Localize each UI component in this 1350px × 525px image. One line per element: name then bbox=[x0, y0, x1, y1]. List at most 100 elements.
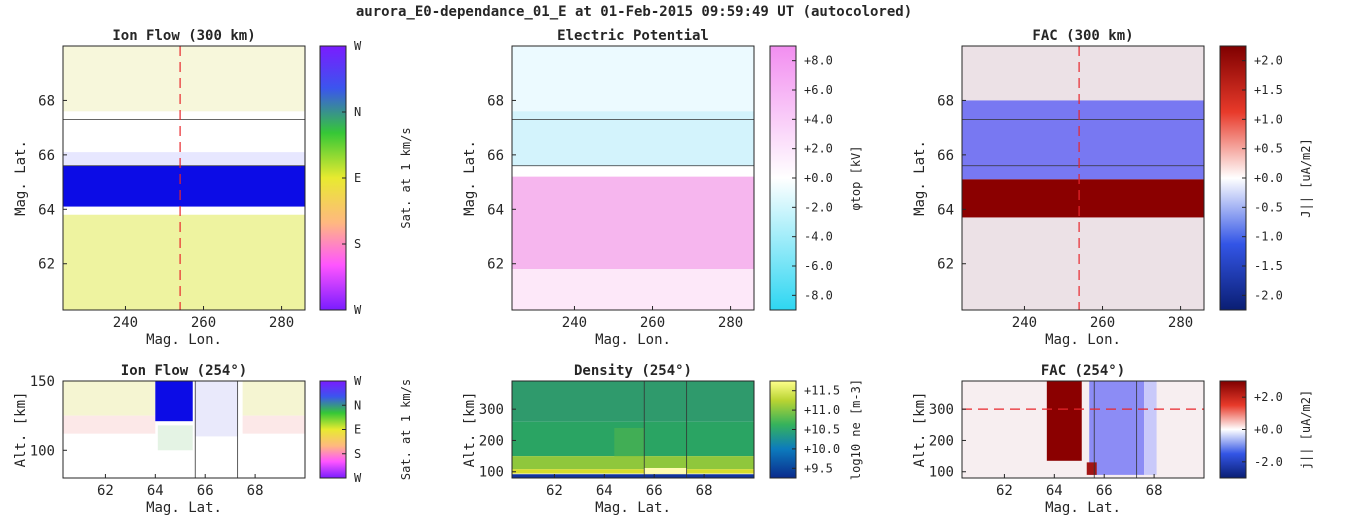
ion_flow_alt-xlabel: Mag. Lat. bbox=[146, 500, 222, 516]
fac_alt-ytick-label: 100 bbox=[929, 465, 954, 481]
ion_flow_alt-colorbar-tick-label: E bbox=[354, 423, 361, 437]
density_alt-region-0 bbox=[512, 381, 754, 422]
density_alt-region-3 bbox=[512, 456, 754, 470]
density_alt-region-5 bbox=[644, 467, 687, 475]
potential_map-band-3 bbox=[512, 176, 754, 270]
ion_flow_alt-colorbar-tick-label: W bbox=[354, 471, 362, 485]
fac_map-xtick-label: 260 bbox=[1090, 315, 1115, 331]
potential_map-ytick-label: 64 bbox=[487, 202, 504, 218]
ion_flow_alt-region-3 bbox=[242, 415, 305, 434]
ion_flow_alt-xtick-label: 64 bbox=[147, 483, 164, 499]
potential_map-xtick-label: 280 bbox=[718, 315, 743, 331]
fac_alt-colorbar-tick-label: +0.0 bbox=[1254, 423, 1283, 437]
fac_map-colorbar-tick-label: -2.0 bbox=[1254, 288, 1283, 302]
ion_flow_map-ytick-label: 68 bbox=[38, 93, 55, 109]
ion_flow_map-band-3 bbox=[63, 165, 305, 210]
fac_alt-xlabel: Mag. Lat. bbox=[1045, 500, 1121, 516]
fac_map-band-2 bbox=[962, 179, 1204, 218]
ion_flow_alt-xtick-label: 66 bbox=[197, 483, 214, 499]
potential_map-ytick-label: 68 bbox=[487, 93, 504, 109]
fac_map-colorbar-tick-label: +2.0 bbox=[1254, 54, 1283, 68]
fac_alt-colorbar-label: j|| [uA/m2] bbox=[1299, 390, 1313, 469]
ion_flow_alt-xtick-label: 68 bbox=[247, 483, 264, 499]
ion_flow_alt-xtick-label: 62 bbox=[97, 483, 114, 499]
ion_flow_map-ytick-label: 62 bbox=[38, 257, 55, 273]
fac_alt-xtick-label: 64 bbox=[1046, 483, 1063, 499]
ion-flow-altitude-panel: 62 64 66 68 100 150 Ion Flow (254°) Mag. Lat. Al… bbox=[13, 363, 413, 516]
ion_flow_alt-colorbar-tick-label: S bbox=[354, 447, 361, 461]
potential_map-xtick-label: 260 bbox=[640, 315, 665, 331]
density_alt-region-6 bbox=[512, 474, 754, 478]
fac_alt-frame bbox=[961, 380, 1205, 479]
potential_map-colorbar-tick-label: -8.0 bbox=[804, 288, 833, 302]
fac_map-colorbar-label: J|| [uA/m2] bbox=[1299, 138, 1313, 217]
potential_map-band-4 bbox=[512, 269, 754, 310]
fac_map-colorbar-tick-label: +1.5 bbox=[1254, 83, 1283, 97]
potential_map-xlabel: Mag. Lon. bbox=[595, 332, 671, 348]
fac_map-ytick-label: 66 bbox=[937, 148, 954, 164]
ion_flow_alt-region-4 bbox=[195, 381, 238, 437]
ion_flow_alt-colorbar bbox=[320, 381, 346, 478]
potential_map-colorbar-tick-label: -6.0 bbox=[804, 259, 833, 273]
ion_flow_map-band-1 bbox=[63, 111, 305, 155]
density_alt-ylabel: Alt. [km] bbox=[462, 392, 478, 468]
fac-altitude-panel: 62 64 66 68 100 200 300 FAC (254°) Mag. Lat. Alt.… bbox=[912, 363, 1313, 516]
ion_flow_map-colorbar-label: Sat. at 1 km/s bbox=[399, 127, 413, 228]
fac_alt-region-1 bbox=[1089, 381, 1145, 475]
fac_map-colorbar-tick-label: -1.0 bbox=[1254, 230, 1283, 244]
fac_map-xtick-label: 280 bbox=[1168, 315, 1193, 331]
ion_flow_map-colorbar-tick-label: N bbox=[354, 105, 361, 119]
ion_flow_alt-region-5 bbox=[157, 425, 193, 451]
fac_alt-region-2 bbox=[1144, 381, 1157, 475]
density_alt-ytick-label: 200 bbox=[479, 433, 504, 449]
fac_alt-xtick-label: 62 bbox=[996, 483, 1013, 499]
fac_map-colorbar-tick-label: +0.0 bbox=[1254, 171, 1283, 185]
potential_map-band-1 bbox=[512, 111, 754, 166]
fac_map-colorbar-tick-label: +1.0 bbox=[1254, 112, 1283, 126]
ion_flow_alt-ytick-label: 150 bbox=[30, 374, 55, 390]
fac_map-ytick-label: 68 bbox=[937, 93, 954, 109]
ion_flow_map-band-2 bbox=[63, 152, 305, 169]
potential_map-ytick-label: 66 bbox=[487, 148, 504, 164]
ion_flow_alt-ytick-label: 100 bbox=[30, 443, 55, 459]
fac_map-title: FAC (300 km) bbox=[1032, 28, 1133, 44]
ion_flow_alt-ylabel: Alt. [km] bbox=[13, 392, 29, 468]
fac_map-xtick-label: 240 bbox=[1012, 315, 1037, 331]
ion_flow_map-colorbar-tick-label: W bbox=[354, 303, 362, 317]
ion_flow_map-title: Ion Flow (300 km) bbox=[112, 28, 255, 44]
ion_flow_map-xtick-label: 240 bbox=[113, 315, 138, 331]
fac_map-ytick-label: 62 bbox=[937, 257, 954, 273]
potential_map-frame bbox=[511, 45, 755, 311]
ion_flow_map-colorbar bbox=[320, 46, 346, 310]
density_alt-ytick-label: 100 bbox=[479, 465, 504, 481]
ion_flow_map-band-4 bbox=[63, 206, 305, 218]
fac-map-panel: 240 260 280 62 64 66 68 FAC (300 km) Mag. Lon. Ma… bbox=[912, 28, 1313, 348]
fac_alt-ytick-label: 200 bbox=[929, 433, 954, 449]
density_alt-colorbar-tick-label: +10.0 bbox=[804, 442, 840, 456]
ion_flow_map-ylabel: Mag. Lat. bbox=[13, 140, 29, 216]
ion_flow_alt-region-0 bbox=[63, 381, 156, 416]
fac_alt-region-0 bbox=[962, 381, 1204, 478]
ion_flow_map-colorbar-tick-label: W bbox=[354, 39, 362, 53]
potential_map-xtick-label: 240 bbox=[562, 315, 587, 331]
ion_flow_alt-frame bbox=[62, 380, 306, 479]
potential_map-colorbar-tick-label: +6.0 bbox=[804, 83, 833, 97]
ion_flow_map-xtick-label: 280 bbox=[269, 315, 294, 331]
fac_alt-colorbar-tick-label: -2.0 bbox=[1254, 455, 1283, 469]
potential_map-colorbar-tick-label: +0.0 bbox=[804, 171, 833, 185]
potential-map-panel: 240 260 280 62 64 66 68 Electric Potential Mag. … bbox=[462, 28, 863, 348]
density_alt-frame bbox=[511, 380, 755, 479]
ion_flow_alt-colorbar-tick-label: N bbox=[354, 398, 361, 412]
fac_map-band-0 bbox=[962, 46, 1204, 101]
ion-flow-map-panel: 240 260 280 62 64 66 68 Ion Flow (300 km) Mag. L… bbox=[13, 28, 413, 348]
potential_map-title: Electric Potential bbox=[557, 28, 709, 44]
ion_flow_alt-region-1 bbox=[63, 415, 156, 434]
potential_map-ylabel: Mag. Lat. bbox=[462, 140, 478, 216]
fac_map-colorbar-tick-label: -1.5 bbox=[1254, 259, 1283, 273]
fac_alt-xtick-label: 68 bbox=[1146, 483, 1163, 499]
potential_map-band-2 bbox=[512, 165, 754, 177]
density_alt-xtick-label: 66 bbox=[646, 483, 663, 499]
potential_map-colorbar-tick-label: +4.0 bbox=[804, 112, 833, 126]
ion_flow_map-colorbar-tick-label: E bbox=[354, 171, 361, 185]
density_alt-colorbar-label: log10 ne [m-3] bbox=[849, 379, 863, 480]
